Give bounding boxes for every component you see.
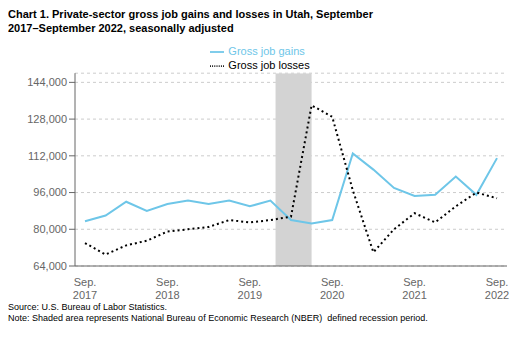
svg-text:Sep.2018: Sep.2018 <box>155 276 179 301</box>
svg-text:144,000: 144,000 <box>27 76 67 88</box>
svg-text:Sep.2020: Sep.2020 <box>320 276 344 301</box>
html-text:Gross job gains: Gross job gains <box>228 44 305 57</box>
svg-text:Sep.2021: Sep.2021 <box>402 276 426 301</box>
html-text:Chart 1. Private-sector gross: Chart 1. Private-sector gross job gains … <box>8 8 373 34</box>
html-text:Gross job losses: Gross job losses <box>228 58 310 71</box>
svg-text:80,000: 80,000 <box>33 223 67 235</box>
svg-text:64,000: 64,000 <box>33 259 67 271</box>
svg-text:96,000: 96,000 <box>33 186 67 198</box>
svg-text:Sep.2017: Sep.2017 <box>73 276 97 301</box>
svg-text:Sep.2019: Sep.2019 <box>238 276 262 301</box>
html-text:Source: U.S. Bureau of Labor S: Source: U.S. Bureau of Labor Statistics.… <box>8 301 428 323</box>
svg-text:112,000: 112,000 <box>28 149 67 161</box>
svg-text:128,000: 128,000 <box>27 113 67 125</box>
svg-text:Sep.2022: Sep.2022 <box>485 276 509 301</box>
